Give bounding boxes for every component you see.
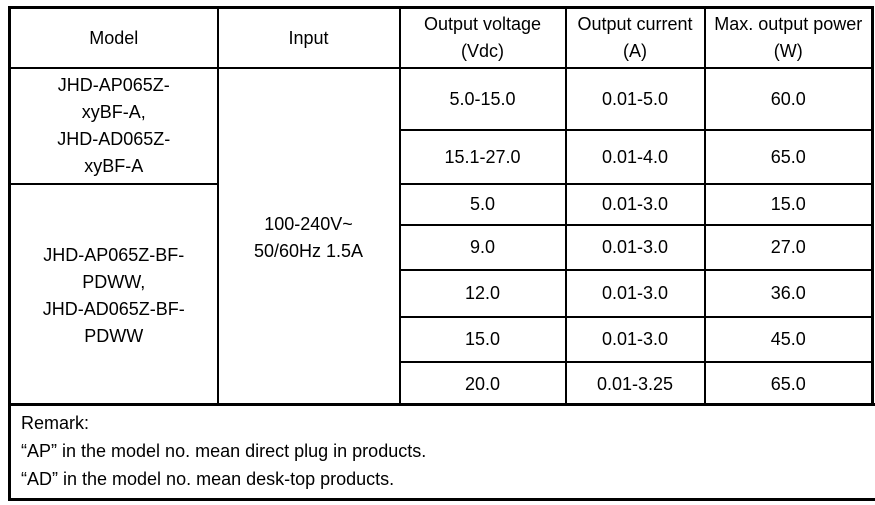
current-cell: 0.01-5.0 xyxy=(564,67,706,131)
current-cell: 0.01-3.0 xyxy=(564,316,706,363)
current-cell: 0.01-4.0 xyxy=(564,129,706,185)
input-cell: 100-240V~ 50/60Hz 1.5A xyxy=(216,67,401,409)
table-row: JHD-AP065Z- xyBF-A, JHD-AD065Z- xyBF-A 1… xyxy=(8,67,874,409)
table-row: 15.0 0.01-3.0 45.0 xyxy=(10,316,874,363)
col-header-model: Model xyxy=(8,6,219,69)
power-cell: 27.0 xyxy=(703,224,874,271)
current-cell: 0.01-3.0 xyxy=(564,269,706,318)
col-header-max-power: Max. output power (W) xyxy=(703,6,874,69)
col-header-output-voltage: Output voltage (Vdc) xyxy=(398,6,567,69)
power-cell: 45.0 xyxy=(703,316,874,363)
table-row: JHD-AP065Z-BF- PDWW, JHD-AD065Z-BF- PDWW… xyxy=(8,183,874,409)
power-cell: 60.0 xyxy=(703,67,874,131)
table-row: 20.0 0.01-3.25 65.0 xyxy=(10,361,874,409)
current-cell: 0.01-3.0 xyxy=(564,183,706,226)
power-cell: 36.0 xyxy=(703,269,874,318)
voltage-cell: 12.0 xyxy=(398,269,567,318)
power-cell: 65.0 xyxy=(703,129,874,185)
spec-table: Model Input Output voltage (Vdc) Output … xyxy=(8,6,874,410)
voltage-cell: 20.0 xyxy=(398,361,567,409)
col-header-input: Input xyxy=(216,6,401,69)
voltage-cell: 9.0 xyxy=(398,224,567,271)
remark-line-ad: “AD” in the model no. mean desk-top prod… xyxy=(21,469,395,489)
col-header-output-current: Output current (A) xyxy=(564,6,706,69)
table-row: 15.1-27.0 0.01-4.0 65.0 xyxy=(10,129,874,185)
voltage-cell: 15.0 xyxy=(398,316,567,363)
voltage-cell: 5.0 xyxy=(398,183,567,226)
remark-line-ap: “AP” in the model no. mean direct plug i… xyxy=(21,441,427,461)
remark-box: Remark: “AP” in the model no. mean direc… xyxy=(8,403,875,501)
current-cell: 0.01-3.25 xyxy=(564,361,706,409)
header-row: Model Input Output voltage (Vdc) Output … xyxy=(8,6,874,69)
current-cell: 0.01-3.0 xyxy=(564,224,706,271)
remark-title: Remark: xyxy=(21,413,90,433)
power-cell: 15.0 xyxy=(703,183,874,226)
power-cell: 65.0 xyxy=(703,361,874,409)
table-row: 12.0 0.01-3.0 36.0 xyxy=(10,269,874,318)
voltage-cell: 5.0-15.0 xyxy=(398,67,567,131)
model-group-1-cell: JHD-AP065Z- xyBF-A, JHD-AD065Z- xyBF-A xyxy=(8,67,219,185)
table-row: 9.0 0.01-3.0 27.0 xyxy=(10,224,874,271)
voltage-cell: 15.1-27.0 xyxy=(398,129,567,185)
model-group-2-cell: JHD-AP065Z-BF- PDWW, JHD-AD065Z-BF- PDWW xyxy=(8,183,219,409)
